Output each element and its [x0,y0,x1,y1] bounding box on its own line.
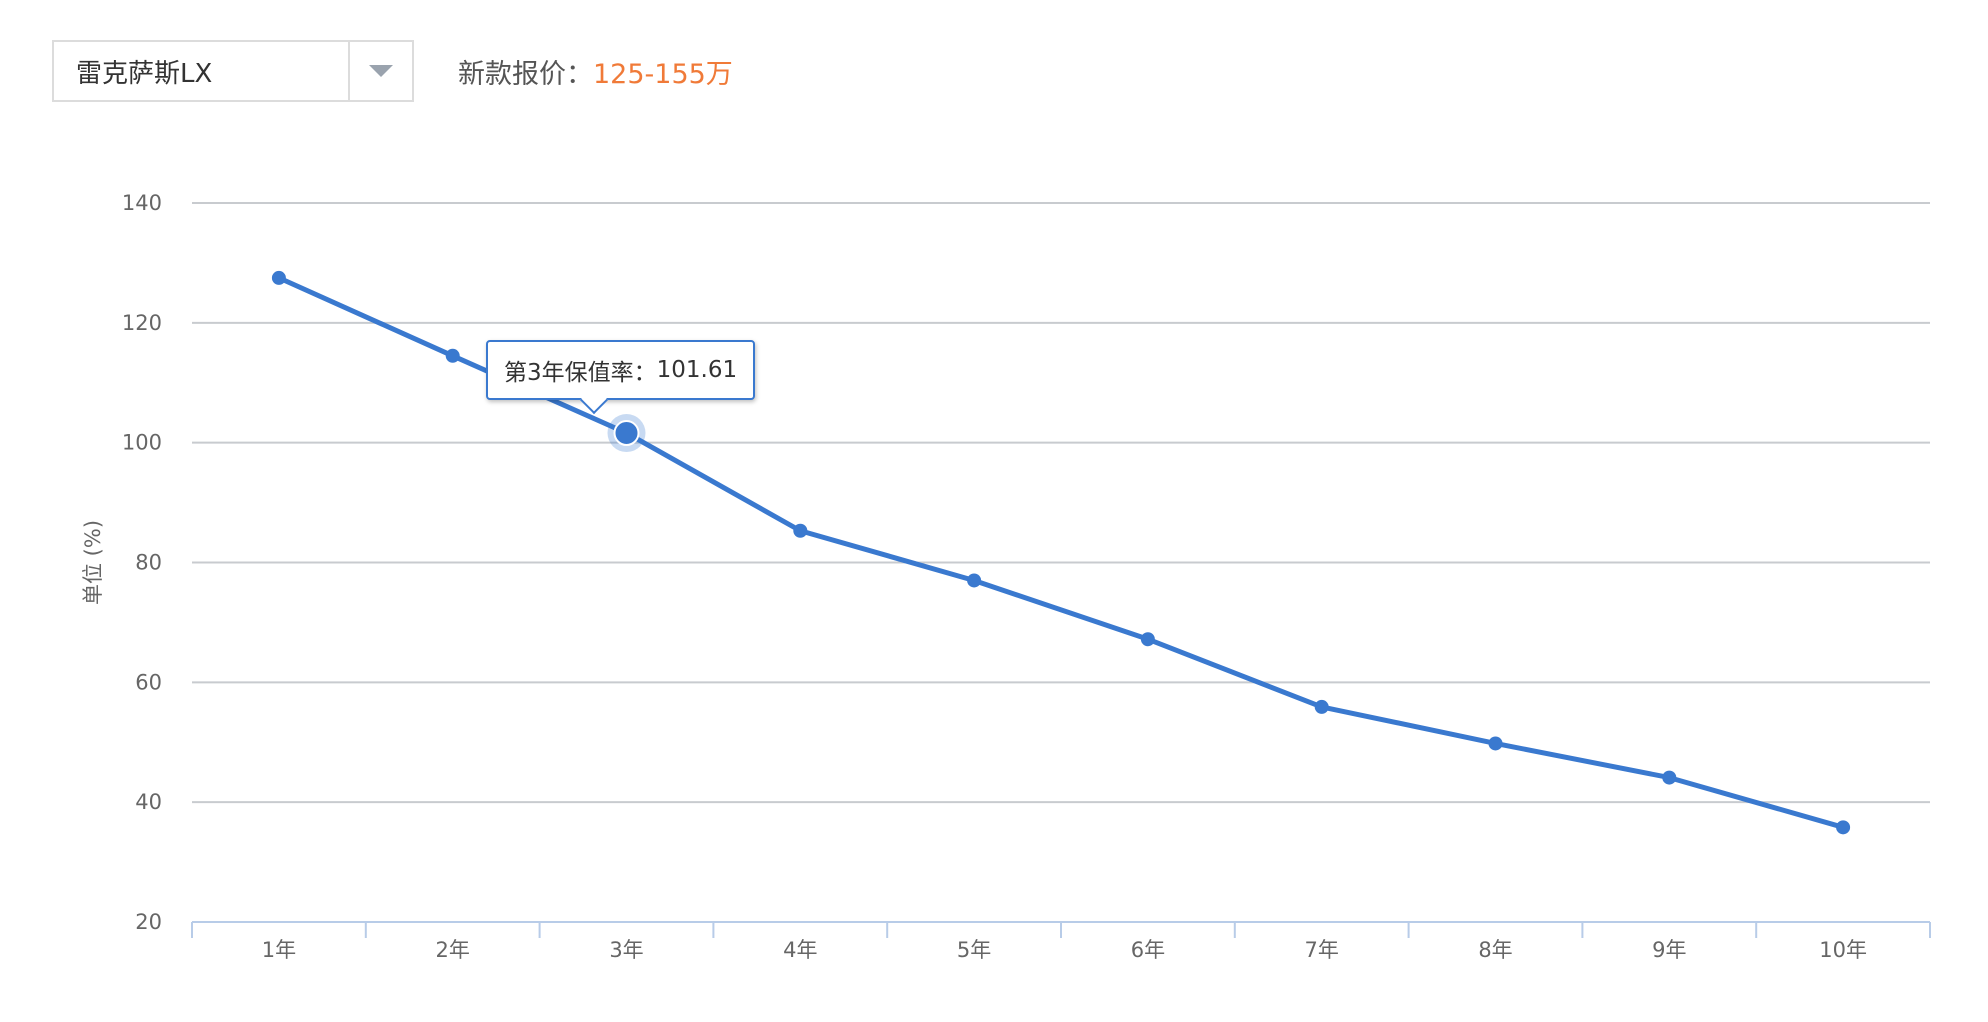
data-point-2 [445,348,460,363]
data-point-5 [967,573,982,588]
x-tick-label-2: 2年 [436,938,470,962]
grid-lines [192,202,1930,804]
y-axis: 20 40 60 80 100 120 140 单位 (%) [81,191,162,934]
y-tick-label-80: 80 [135,551,162,575]
x-tick-label-4: 4年 [783,938,817,962]
x-axis: 1年 2年 3年 4年 5年 6年 7年 8年 9年 10年 [191,921,1931,962]
price-label: 新款报价： [458,59,593,90]
data-point-7 [1314,699,1329,714]
y-tick-label-120: 120 [122,311,162,335]
data-point-3 [613,420,640,447]
y-tick-label-60: 60 [135,670,162,694]
x-tick-label-8: 8年 [1478,938,1512,962]
data-point-10 [1836,820,1851,835]
tooltip-prefix: 第3年保值率： [504,360,657,386]
x-tick-label-3: 3年 [609,938,643,962]
data-point-8 [1488,736,1503,751]
price-value: 125-155万 [593,59,733,90]
data-tooltip: 第3年保值率： 101.61 [486,340,756,415]
chevron-down-icon [369,65,393,77]
x-tick-label-9: 9年 [1652,938,1686,962]
y-tick-label-40: 40 [135,790,162,814]
tooltip-value: 101.61 [656,357,738,383]
price-info: 新款报价：125-155万 [458,52,733,91]
y-tick-label-20: 20 [135,910,162,934]
model-select-value: 雷克萨斯LX [76,58,213,89]
y-tick-label-100: 100 [122,431,162,455]
data-point-9 [1662,770,1677,785]
y-axis-label: 单位 (%) [81,520,105,605]
x-tick-label-5: 5年 [957,938,991,962]
x-tick-label-7: 7年 [1305,938,1339,962]
dropdown-button[interactable] [348,42,412,100]
data-point-1 [271,270,286,285]
data-point-4 [793,523,808,538]
y-tick-label-140: 140 [122,191,162,215]
model-select[interactable]: 雷克萨斯LX [52,40,414,102]
data-point-6 [1140,632,1155,647]
x-tick-label-10: 10年 [1819,938,1867,962]
x-tick-label-1: 1年 [262,938,296,962]
x-tick-label-6: 6年 [1131,938,1165,962]
